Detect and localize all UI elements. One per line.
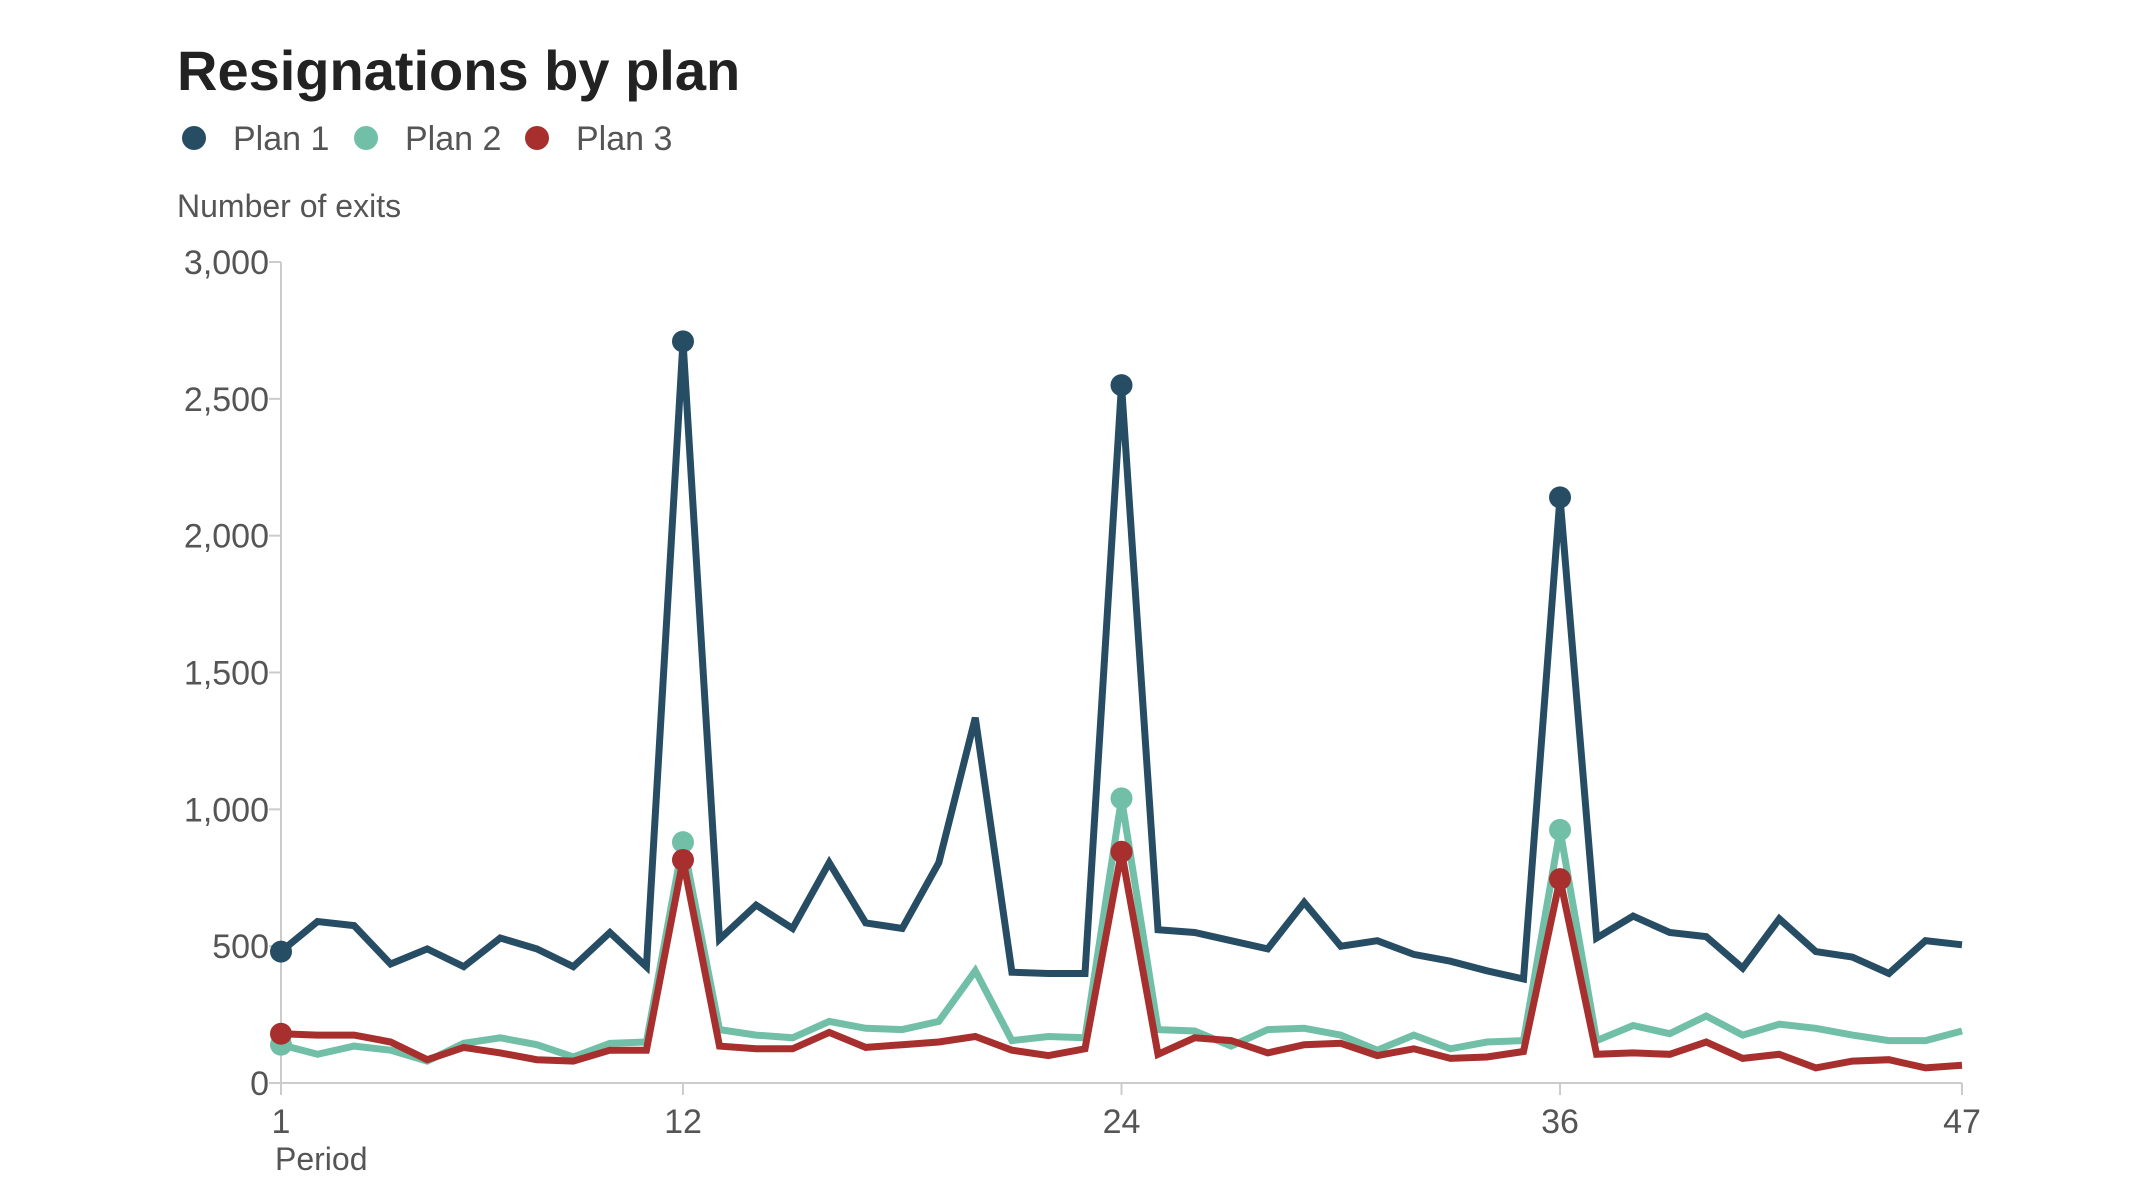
data-point xyxy=(1549,486,1572,509)
y-tick-label: 2,000 xyxy=(184,518,269,556)
y-tick-label: 1,000 xyxy=(184,791,269,829)
legend-marker xyxy=(525,126,549,150)
series-markers xyxy=(270,330,1572,1056)
legend-marker xyxy=(182,126,206,150)
y-axis-label: Number of exits xyxy=(177,188,401,224)
x-ticks: 1 12 24 36 47 xyxy=(272,1083,1981,1141)
x-tick-label: 36 xyxy=(1541,1103,1579,1141)
chart-title: Resignations by plan xyxy=(177,39,740,102)
series-line xyxy=(278,341,1963,984)
data-point xyxy=(1110,840,1133,863)
legend-label: Plan 2 xyxy=(405,120,501,158)
x-tick-label: 1 xyxy=(272,1103,291,1141)
x-tick-label: 24 xyxy=(1103,1103,1141,1141)
legend-label: Plan 3 xyxy=(576,120,672,158)
y-ticks: 0 500 1,000 1,500 2,000 2,500 3,000 xyxy=(184,244,281,1103)
data-point xyxy=(1110,787,1133,810)
y-tick-label: 2,500 xyxy=(184,381,269,419)
series-lines xyxy=(278,341,1963,1072)
data-point xyxy=(270,940,292,963)
data-point xyxy=(1549,818,1572,841)
y-tick-label: 1,500 xyxy=(184,655,269,693)
data-point xyxy=(1549,868,1572,891)
series-line xyxy=(280,797,1963,1065)
legend: Plan 1 Plan 2 Plan 3 xyxy=(182,120,672,158)
y-tick-label: 500 xyxy=(212,928,269,966)
x-axis-label: Period xyxy=(275,1141,368,1177)
data-point xyxy=(270,1022,292,1045)
data-point xyxy=(671,330,694,353)
x-tick-label: 47 xyxy=(1943,1103,1981,1141)
x-tick-label: 12 xyxy=(664,1103,702,1141)
series-line xyxy=(280,851,1963,1072)
data-point xyxy=(671,831,694,854)
y-tick-label: 3,000 xyxy=(184,244,269,282)
legend-label: Plan 1 xyxy=(233,120,329,158)
y-tick-label: 0 xyxy=(250,1065,269,1103)
legend-marker xyxy=(354,126,378,150)
data-point xyxy=(671,848,694,871)
data-point xyxy=(1110,374,1133,397)
